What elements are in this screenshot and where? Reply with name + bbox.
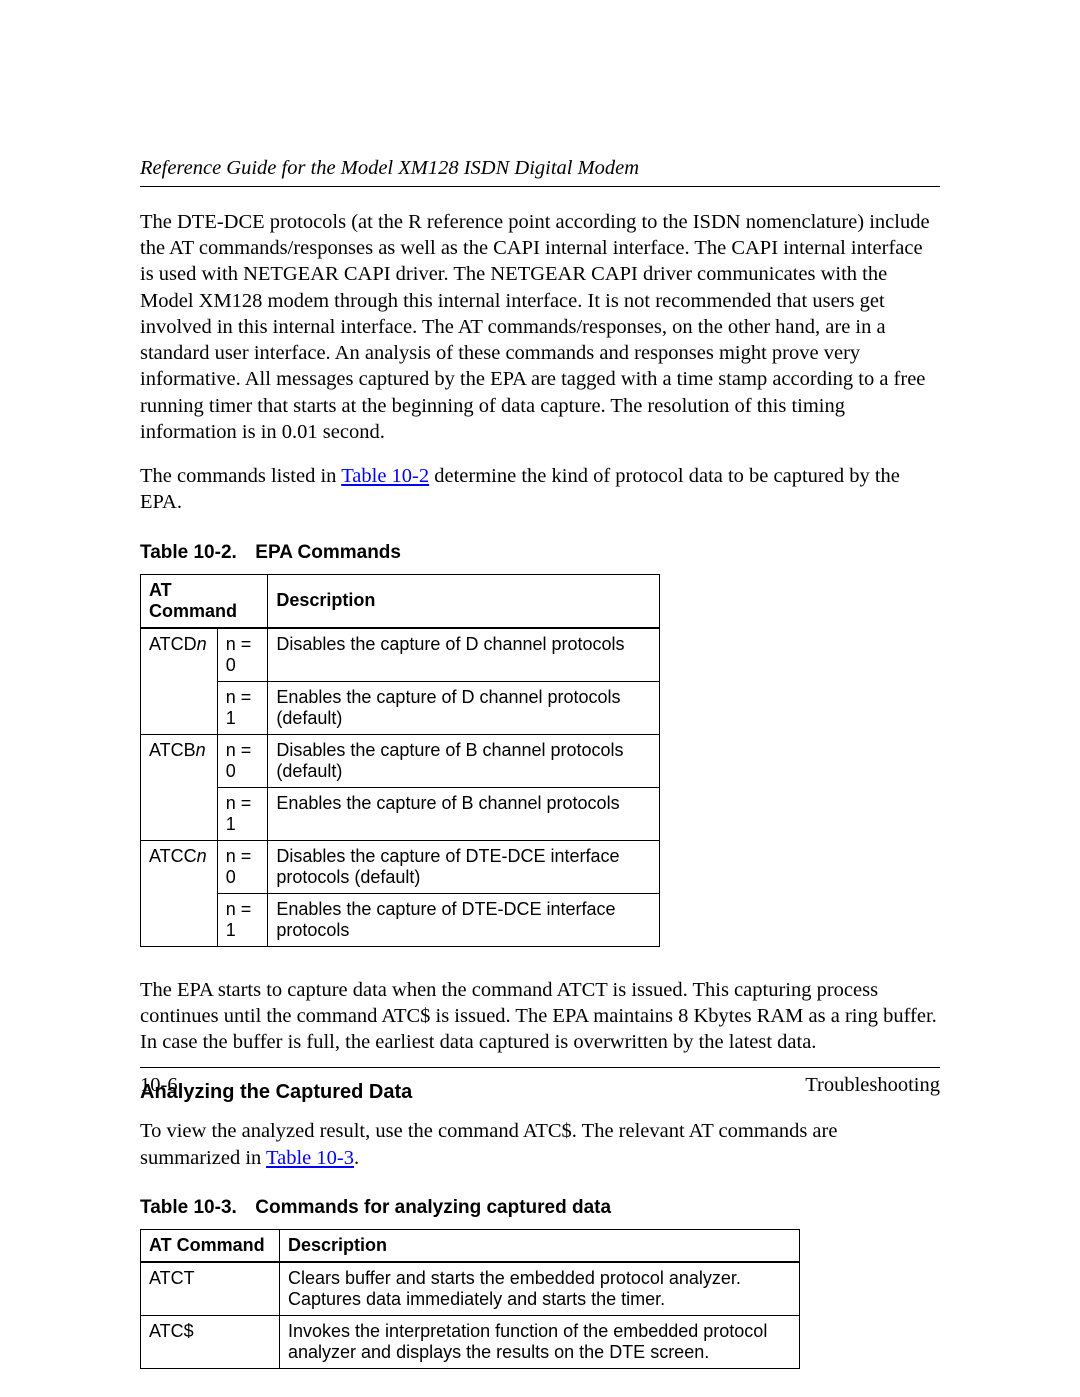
cell-n: n = 0 (217, 734, 268, 787)
chapter-name: Troubleshooting (805, 1074, 940, 1097)
footer-rule: 10-6 Troubleshooting (140, 1067, 940, 1097)
caption-number: Table 10-3. (140, 1197, 250, 1219)
paragraph-3: The EPA starts to capture data when the … (140, 977, 940, 1056)
cell-desc: Disables the capture of B channel protoc… (268, 734, 660, 787)
table-row: n = 1 Enables the capture of DTE-DCE int… (141, 893, 660, 946)
paragraph-2: The commands listed in Table 10-2 determ… (140, 463, 940, 515)
cmd-prefix: ATCC (149, 846, 197, 866)
caption-number: Table 10-2. (140, 542, 250, 564)
running-header: Reference Guide for the Model XM128 ISDN… (140, 157, 639, 179)
paragraph-1: The DTE-DCE protocols (at the R referenc… (140, 209, 940, 445)
page: Reference Guide for the Model XM128 ISDN… (0, 0, 1080, 1397)
link-table-10-2[interactable]: Table 10-2 (341, 465, 429, 487)
page-number: 10-6 (140, 1074, 178, 1097)
table-row: n = 1 Enables the capture of B channel p… (141, 787, 660, 840)
cmd-prefix: ATCB (149, 740, 196, 760)
link-table-10-3[interactable]: Table 10-3 (266, 1147, 354, 1169)
cell-n: n = 1 (217, 787, 268, 840)
cmd-prefix: ATCD (149, 634, 197, 654)
cell-cmd: ATCT (141, 1262, 280, 1316)
table-row: ATCDn n = 0 Disables the capture of D ch… (141, 628, 660, 682)
cell-n: n = 1 (217, 893, 268, 946)
cell-cmd: ATCBn (141, 734, 218, 840)
cell-desc: Clears buffer and starts the embedded pr… (280, 1262, 800, 1316)
caption-title: Commands for analyzing captured data (255, 1197, 611, 1218)
para2-pre: The commands listed in (140, 465, 341, 487)
header-rule: Reference Guide for the Model XM128 ISDN… (140, 155, 940, 187)
cell-n: n = 0 (217, 628, 268, 682)
table-epa-commands: AT Command Description ATCDn n = 0 Disab… (140, 574, 660, 947)
cell-cmd: ATCDn (141, 628, 218, 735)
para4-post: . (354, 1147, 359, 1169)
th-description: Description (268, 574, 660, 628)
paragraph-4: To view the analyzed result, use the com… (140, 1118, 940, 1170)
cmd-suffix: n (197, 634, 207, 654)
table-row: ATC$ Invokes the interpretation function… (141, 1315, 800, 1368)
th-description: Description (280, 1229, 800, 1262)
cell-desc: Enables the capture of D channel protoco… (268, 681, 660, 734)
table-row: n = 1 Enables the capture of D channel p… (141, 681, 660, 734)
table-10-3-caption: Table 10-3. Commands for analyzing captu… (140, 1197, 940, 1219)
table-10-2-caption: Table 10-2. EPA Commands (140, 542, 940, 564)
table-row: ATCBn n = 0 Disables the capture of B ch… (141, 734, 660, 787)
cell-cmd: ATC$ (141, 1315, 280, 1368)
table-analyzing-commands: AT Command Description ATCT Clears buffe… (140, 1229, 800, 1369)
cell-desc: Disables the capture of D channel protoc… (268, 628, 660, 682)
th-at-command: AT Command (141, 1229, 280, 1262)
footer: 10-6 Troubleshooting (140, 1067, 940, 1097)
table-header-row: AT Command Description (141, 574, 660, 628)
cell-n: n = 1 (217, 681, 268, 734)
cell-cmd: ATCCn (141, 840, 218, 946)
cmd-suffix: n (196, 740, 206, 760)
cell-n: n = 0 (217, 840, 268, 893)
table-row: ATCCn n = 0 Disables the capture of DTE-… (141, 840, 660, 893)
para4-pre: To view the analyzed result, use the com… (140, 1120, 837, 1168)
th-at-command: AT Command (141, 574, 268, 628)
cell-desc: Invokes the interpretation function of t… (280, 1315, 800, 1368)
cell-desc: Enables the capture of B channel protoco… (268, 787, 660, 840)
table-header-row: AT Command Description (141, 1229, 800, 1262)
cell-desc: Enables the capture of DTE-DCE interface… (268, 893, 660, 946)
caption-title: EPA Commands (255, 542, 401, 563)
cmd-suffix: n (197, 846, 207, 866)
cell-desc: Disables the capture of DTE-DCE interfac… (268, 840, 660, 893)
table-row: ATCT Clears buffer and starts the embedd… (141, 1262, 800, 1316)
